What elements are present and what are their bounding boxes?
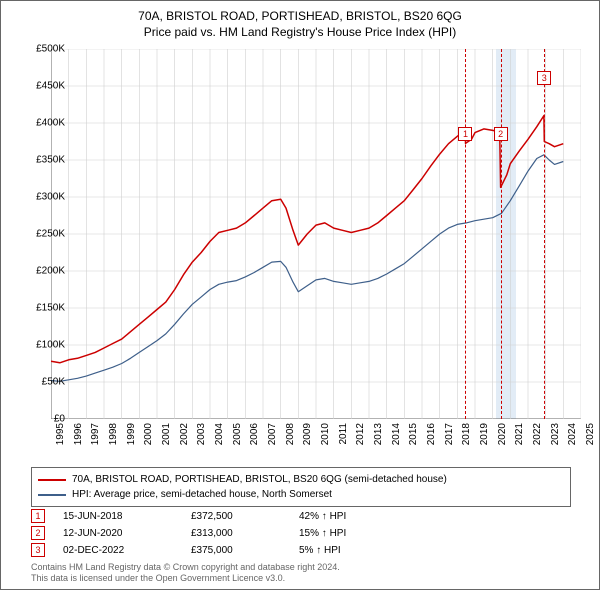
property-line <box>51 116 563 363</box>
sale-badge: 1 <box>31 509 45 523</box>
x-axis-label: 2004 <box>214 423 225 449</box>
x-axis-label: 1995 <box>55 423 66 449</box>
x-axis-label: 1998 <box>108 423 119 449</box>
legend-swatch-hpi <box>38 494 66 496</box>
x-axis-label: 2008 <box>285 423 296 449</box>
x-axis-label: 2017 <box>444 423 455 449</box>
y-axis-label: £150K <box>36 303 65 314</box>
sale-marker-line <box>544 49 545 419</box>
x-axis-label: 2005 <box>232 423 243 449</box>
footer: Contains HM Land Registry data © Crown c… <box>31 562 340 585</box>
y-axis-label: £100K <box>36 340 65 351</box>
y-axis-label: £250K <box>36 229 65 240</box>
x-axis-label: 2013 <box>373 423 384 449</box>
x-axis-label: 2025 <box>585 423 596 449</box>
sale-date: 12-JUN-2020 <box>63 528 173 539</box>
x-axis-label: 1999 <box>126 423 137 449</box>
chart-subtitle: Price paid vs. HM Land Registry's House … <box>1 25 599 39</box>
x-axis-label: 2015 <box>408 423 419 449</box>
legend-label-property: 70A, BRISTOL ROAD, PORTISHEAD, BRISTOL, … <box>72 472 447 487</box>
legend-row-property: 70A, BRISTOL ROAD, PORTISHEAD, BRISTOL, … <box>38 472 564 487</box>
x-axis-label: 2019 <box>479 423 490 449</box>
x-axis-label: 2024 <box>567 423 578 449</box>
sale-marker-badge: 2 <box>494 127 508 141</box>
sale-marker-line <box>465 49 466 419</box>
y-axis-label: £500K <box>36 44 65 55</box>
x-axis-label: 2003 <box>196 423 207 449</box>
chart-title-address: 70A, BRISTOL ROAD, PORTISHEAD, BRISTOL, … <box>1 9 599 23</box>
x-axis-label: 2021 <box>514 423 525 449</box>
x-axis-label: 2009 <box>302 423 313 449</box>
footer-line2: This data is licensed under the Open Gov… <box>31 573 340 585</box>
sale-badge: 2 <box>31 526 45 540</box>
y-axis-label: £50K <box>42 377 65 388</box>
sale-marker-badge: 3 <box>537 71 551 85</box>
sale-pct: 5% ↑ HPI <box>299 545 379 556</box>
x-axis-label: 2020 <box>497 423 508 449</box>
x-axis-label: 2014 <box>391 423 402 449</box>
title-area: 70A, BRISTOL ROAD, PORTISHEAD, BRISTOL, … <box>1 1 599 39</box>
sale-row: 2 12-JUN-2020 £313,000 15% ↑ HPI <box>31 526 379 540</box>
y-axis-label: £350K <box>36 155 65 166</box>
x-axis-label: 2002 <box>179 423 190 449</box>
x-axis-label: 2001 <box>161 423 172 449</box>
x-axis-label: 2018 <box>461 423 472 449</box>
sale-pct: 15% ↑ HPI <box>299 528 379 539</box>
plot-area: 1 2 3 <box>51 49 581 419</box>
x-axis-label: 2016 <box>426 423 437 449</box>
sale-price: £372,500 <box>191 511 281 522</box>
x-axis-label: 2010 <box>320 423 331 449</box>
sale-price: £313,000 <box>191 528 281 539</box>
x-axis-label: 1997 <box>90 423 101 449</box>
footer-line1: Contains HM Land Registry data © Crown c… <box>31 562 340 574</box>
x-axis-label: 2022 <box>532 423 543 449</box>
sale-badge: 3 <box>31 543 45 557</box>
sale-row: 1 15-JUN-2018 £372,500 42% ↑ HPI <box>31 509 379 523</box>
x-axis-label: 2011 <box>338 423 349 449</box>
sales-table: 1 15-JUN-2018 £372,500 42% ↑ HPI 2 12-JU… <box>31 509 379 560</box>
sale-date: 15-JUN-2018 <box>63 511 173 522</box>
sale-price: £375,000 <box>191 545 281 556</box>
sale-row: 3 02-DEC-2022 £375,000 5% ↑ HPI <box>31 543 379 557</box>
x-axis-label: 2012 <box>355 423 366 449</box>
y-axis-label: £450K <box>36 81 65 92</box>
hpi-line <box>51 155 563 381</box>
legend-swatch-property <box>38 479 66 481</box>
sale-date: 02-DEC-2022 <box>63 545 173 556</box>
legend-label-hpi: HPI: Average price, semi-detached house,… <box>72 487 332 502</box>
y-axis-label: £300K <box>36 192 65 203</box>
x-axis-label: 2006 <box>249 423 260 449</box>
x-axis-label: 2023 <box>550 423 561 449</box>
sale-pct: 42% ↑ HPI <box>299 511 379 522</box>
sale-marker-badge: 1 <box>458 127 472 141</box>
x-axis-label: 1996 <box>73 423 84 449</box>
y-axis-label: £200K <box>36 266 65 277</box>
y-axis-label: £400K <box>36 118 65 129</box>
legend-box: 70A, BRISTOL ROAD, PORTISHEAD, BRISTOL, … <box>31 467 571 507</box>
legend-row-hpi: HPI: Average price, semi-detached house,… <box>38 487 564 502</box>
sale-marker-line <box>501 49 502 419</box>
x-axis-label: 2000 <box>143 423 154 449</box>
chart-container: 70A, BRISTOL ROAD, PORTISHEAD, BRISTOL, … <box>0 0 600 590</box>
x-axis-label: 2007 <box>267 423 278 449</box>
